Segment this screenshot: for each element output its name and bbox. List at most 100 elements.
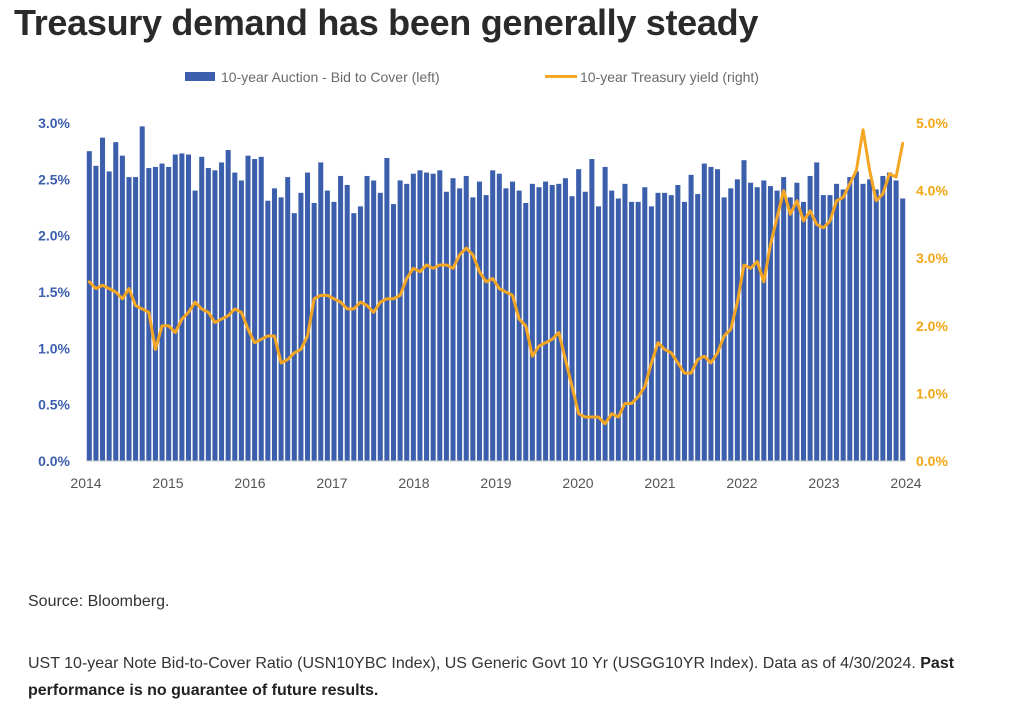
bar [410,173,416,461]
bar [357,206,363,461]
legend-swatch-line [545,75,577,78]
x-tick-label: 2015 [152,475,183,491]
bar [152,166,158,461]
bar [529,183,535,461]
x-tick-label: 2022 [726,475,757,491]
bar [748,182,754,461]
bar [867,179,873,461]
bar [172,154,178,462]
bar [225,150,231,461]
bar [238,180,244,461]
y-left-tick-label: 0.5% [38,397,70,413]
bar [212,170,218,461]
source-note: Source: Bloomberg. [28,593,170,610]
bar [86,151,92,462]
bar [774,190,780,461]
bar [847,177,853,461]
bar [622,183,628,461]
bar-series [86,126,906,462]
bar [265,200,271,462]
legend-label-line: 10-year Treasury yield (right) [580,69,759,85]
bar [258,156,264,462]
bar [635,201,641,461]
legend: 10-year Auction - Bid to Cover (left) 10… [185,69,759,85]
bar [794,182,800,461]
bar [470,197,476,462]
bar [873,189,879,461]
bar [126,177,132,461]
bar [893,180,899,461]
bar [298,192,304,461]
left-axis: 0.0% 0.5% 1.0% 1.5% 2.0% 2.5% 3.0% [38,115,70,469]
x-tick-label: 2024 [890,475,921,491]
bar [185,154,192,462]
y-right-tick-label: 3.0% [916,250,948,266]
bar [609,190,615,461]
bar [338,175,344,461]
bar [443,191,449,462]
y-right-tick-label: 2.0% [916,318,948,334]
bar [662,192,668,461]
bar [715,169,721,461]
bar [232,172,238,461]
page-title: Treasury demand has been generally stead… [14,2,759,43]
bar [708,166,714,461]
y-left-tick-label: 2.0% [38,228,70,244]
bar [113,142,119,461]
bar [536,187,542,461]
bar [166,166,172,461]
y-left-tick-label: 2.5% [38,171,70,187]
chart: 10-year Auction - Bid to Cover (left) 10… [38,69,948,491]
bar [324,190,330,461]
bar [615,198,621,462]
x-tick-label: 2021 [644,475,675,491]
bar [701,163,707,461]
bar [100,137,106,461]
bar [291,213,297,461]
bar [549,184,555,461]
bar [754,187,760,461]
bar [179,153,185,462]
bar [886,172,892,461]
bar [463,175,469,461]
legend-swatch-bars [185,72,215,81]
bar [377,192,383,461]
bar [271,188,277,461]
bar [840,189,846,461]
data-note: UST 10-year Note Bid-to-Cover Ratio (USN… [28,650,1013,704]
bar [569,196,575,462]
bar [827,195,833,462]
bar [404,183,410,461]
bar [503,188,509,461]
bar [695,193,701,462]
bar [629,201,635,461]
bar [245,155,251,462]
x-tick-label: 2018 [398,475,429,491]
x-tick-label: 2016 [234,475,265,491]
bar [595,206,602,461]
bar [576,169,582,461]
x-tick-label: 2023 [808,475,839,491]
bar [787,197,793,462]
bar [582,191,588,462]
bar [331,201,337,461]
bar [390,204,397,461]
bar [562,178,568,461]
bar [424,172,430,461]
bar [371,180,377,461]
bar [252,159,258,462]
bar [318,162,324,461]
bar [430,173,436,461]
x-tick-label: 2014 [70,475,101,491]
bar [642,187,648,461]
bar [516,190,522,461]
bar [681,201,687,461]
bar [159,163,165,461]
bar [655,192,661,461]
bar [192,190,198,461]
y-right-tick-label: 0.0% [916,453,948,469]
bar [734,179,740,461]
y-left-tick-label: 1.5% [38,284,70,300]
bar [133,177,139,461]
bar [417,170,423,461]
